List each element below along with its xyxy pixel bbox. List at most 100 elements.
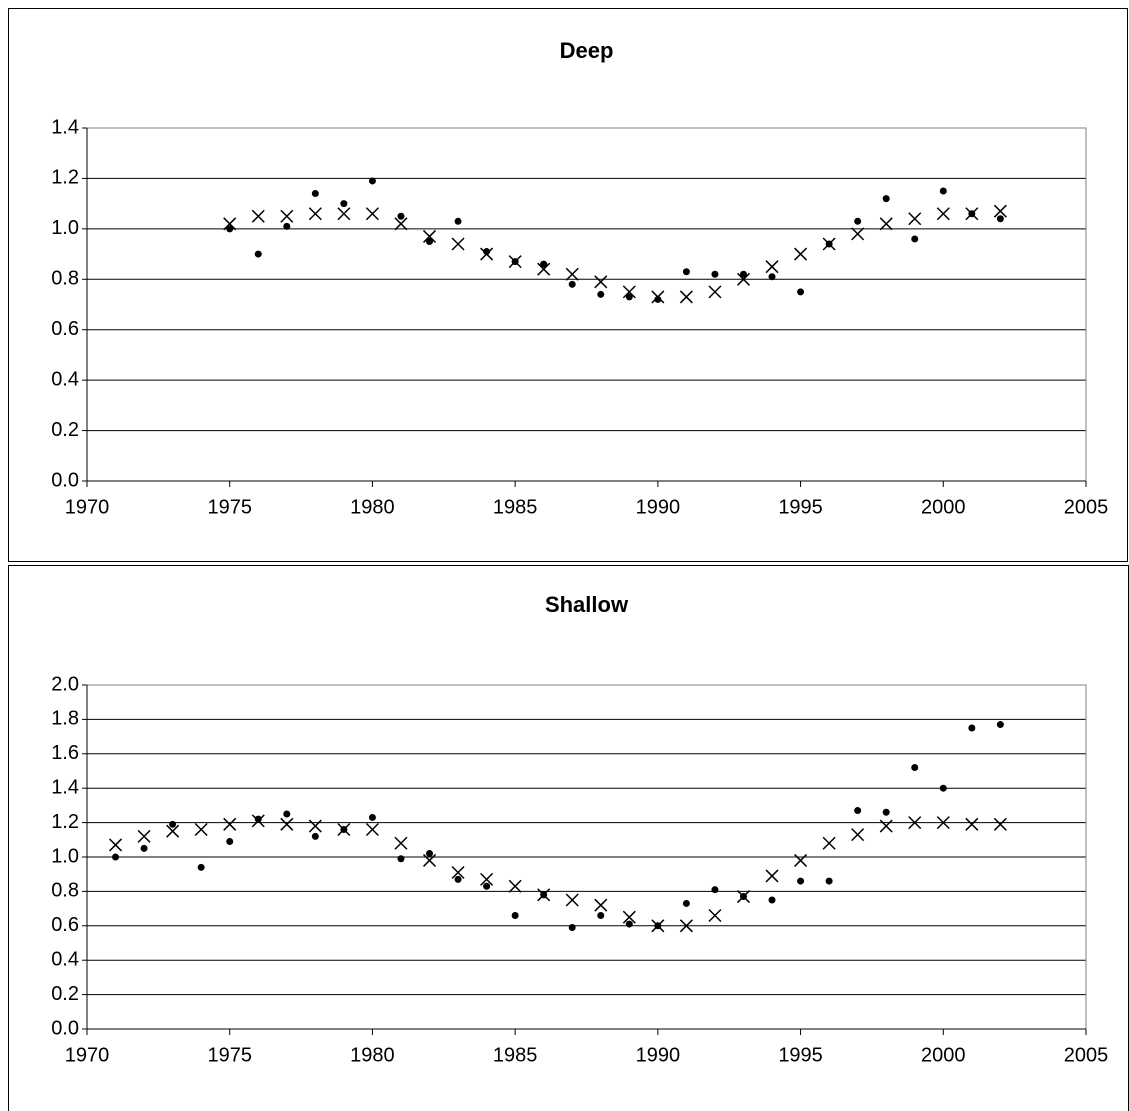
- x-tick-label: 1970: [65, 1044, 110, 1066]
- point: [625, 293, 633, 301]
- point: [451, 237, 465, 251]
- point: [679, 919, 693, 933]
- y-tick-label: 1.4: [51, 776, 79, 798]
- point: [394, 836, 408, 850]
- point: [226, 225, 234, 233]
- y-tick-label: 0.6: [51, 914, 79, 936]
- point: [682, 268, 690, 276]
- point: [251, 814, 265, 828]
- point: [254, 250, 262, 258]
- y-tick-label: 1.4: [51, 116, 79, 138]
- point: [311, 832, 319, 840]
- point: [768, 896, 776, 904]
- x-tick-label: 2005: [1064, 496, 1109, 518]
- point: [911, 764, 919, 772]
- point: [594, 275, 608, 289]
- x-tick-label: 1975: [207, 496, 252, 518]
- point: [422, 229, 437, 243]
- point: [736, 890, 751, 904]
- point: [968, 724, 976, 732]
- y-tick-label: 0.8: [51, 268, 79, 290]
- x-tick-label: 1995: [778, 1044, 823, 1066]
- point: [365, 822, 379, 837]
- point: [794, 247, 808, 261]
- y-tick-label: 1.0: [51, 845, 79, 867]
- point: [483, 882, 491, 890]
- point: [965, 817, 979, 831]
- y-tick-label: 2.0: [51, 673, 79, 695]
- point: [882, 808, 890, 816]
- x-tick-label: 2000: [921, 496, 966, 518]
- point: [851, 828, 865, 842]
- point: [480, 872, 494, 886]
- point: [109, 838, 123, 852]
- y-tick-label: 1.2: [51, 167, 79, 189]
- point: [708, 908, 722, 923]
- point: [397, 855, 405, 863]
- point: [651, 290, 665, 304]
- point: [340, 200, 348, 208]
- point: [426, 237, 434, 245]
- y-tick-label: 0.0: [51, 469, 79, 491]
- point: [739, 270, 747, 278]
- point: [708, 285, 722, 299]
- y-tick-label: 0.4: [51, 948, 79, 970]
- x-tick-label: 1980: [350, 1044, 395, 1066]
- point: [822, 836, 836, 850]
- point: [939, 784, 947, 792]
- point: [365, 207, 379, 221]
- x-tick-label: 1975: [207, 1044, 252, 1066]
- y-tick-label: 1.2: [51, 811, 79, 833]
- point: [597, 290, 605, 298]
- point: [993, 204, 1007, 218]
- point: [625, 920, 633, 928]
- point: [480, 247, 494, 261]
- point: [651, 919, 665, 933]
- point: [594, 898, 608, 912]
- point: [908, 816, 922, 830]
- point: [768, 273, 776, 281]
- point: [537, 262, 551, 276]
- x-tick-label: 1990: [636, 496, 681, 518]
- point: [368, 177, 376, 185]
- point: [568, 280, 576, 288]
- point: [936, 207, 950, 221]
- point: [511, 911, 519, 919]
- point: [137, 829, 151, 843]
- point: [197, 863, 205, 871]
- point: [169, 820, 177, 828]
- chart-frame: [8, 8, 1128, 562]
- y-tick-label: 1.6: [51, 742, 79, 764]
- point: [822, 237, 836, 251]
- chart-title: Deep: [560, 38, 614, 63]
- point: [679, 290, 693, 304]
- point: [882, 195, 890, 203]
- point: [283, 810, 291, 818]
- point: [765, 260, 779, 274]
- point: [622, 285, 636, 299]
- point: [622, 910, 636, 924]
- point: [226, 838, 234, 846]
- point: [194, 822, 208, 837]
- point: [682, 899, 690, 907]
- point: [854, 807, 862, 815]
- point: [711, 270, 719, 278]
- point: [565, 267, 579, 281]
- point: [508, 255, 522, 269]
- y-tick-label: 1.8: [51, 708, 79, 730]
- point: [394, 217, 408, 231]
- point: [311, 190, 319, 198]
- point: [280, 817, 294, 831]
- point: [140, 844, 148, 852]
- y-tick-label: 0.2: [51, 419, 79, 441]
- point: [397, 212, 405, 220]
- x-tick-label: 2000: [921, 1044, 966, 1066]
- point: [337, 207, 351, 221]
- point: [166, 824, 180, 838]
- point: [537, 888, 551, 902]
- y-tick-label: 0.6: [51, 318, 79, 340]
- point: [254, 815, 262, 823]
- x-tick-label: 1995: [778, 496, 823, 518]
- x-tick-label: 1985: [493, 1044, 538, 1066]
